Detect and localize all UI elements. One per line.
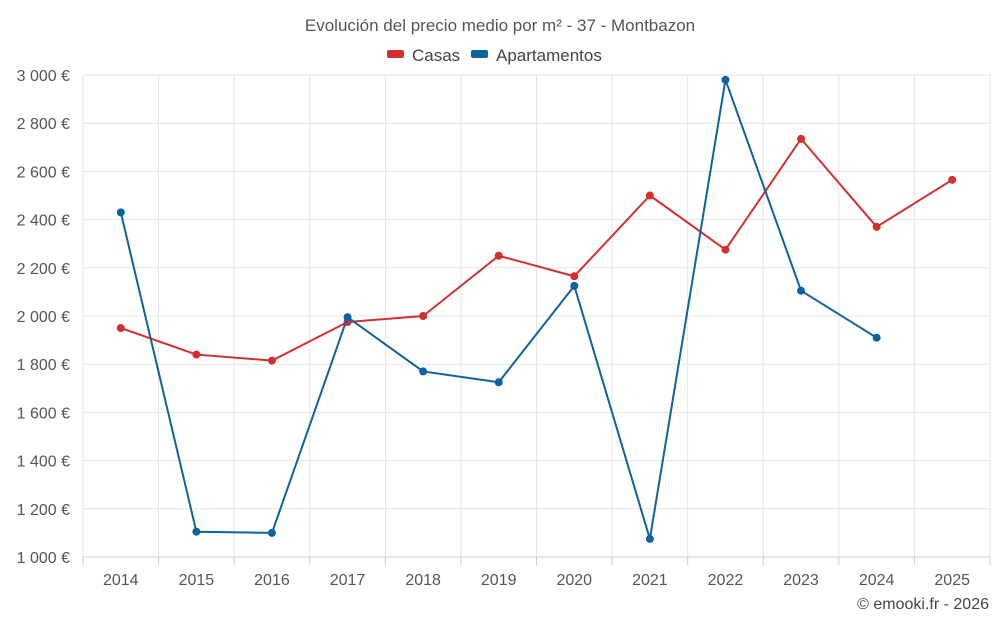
x-tick-label: 2022 [708,572,744,589]
data-point-casas[interactable] [192,350,201,359]
y-tick-label: 1 200 € [17,502,70,519]
x-axis: 2014 2015 2016 2017 2018 2019 2020 2021 2022 2023… [82,556,991,589]
series-layer [116,75,957,543]
y-tick-label: 2 000 € [17,309,70,326]
legend-swatch-apartamentos [471,50,488,58]
data-point-casas[interactable] [948,175,957,184]
x-tick-label: 2016 [254,572,290,589]
x-tick-label: 2023 [783,572,819,589]
x-tick-label: 2021 [632,572,668,589]
data-point-casas[interactable] [797,134,806,143]
data-point-apartamentos[interactable] [192,527,201,536]
data-point-apartamentos[interactable] [116,208,125,217]
x-tick-label: 2020 [556,572,592,589]
data-point-casas[interactable] [570,272,579,281]
x-tick-label: 2019 [481,572,517,589]
y-tick-label: 1 600 € [17,405,70,422]
y-tick-label: 2 800 € [17,116,70,133]
data-point-apartamentos[interactable] [419,367,428,376]
data-point-apartamentos[interactable] [570,281,579,290]
x-tick-label: 2014 [103,572,139,589]
data-point-casas[interactable] [494,251,503,260]
x-tick-label: 2015 [179,572,215,589]
credit-text: © emooki.fr - 2026 [857,596,989,613]
y-tick-label: 1 000 € [17,550,70,567]
chart-title: Evolución del precio medio por m² - 37 -… [305,16,695,35]
x-tick-label: 2024 [859,572,895,589]
x-tick-label: 2025 [934,572,970,589]
data-point-casas[interactable] [116,324,125,333]
legend: Casas Apartamentos [387,46,602,65]
y-tick-label: 1 400 € [17,454,70,471]
data-point-apartamentos[interactable] [645,534,654,543]
series-line-casas [120,137,953,362]
legend-label-casas[interactable]: Casas [412,46,460,65]
x-tick-label: 2017 [330,572,366,589]
data-point-apartamentos[interactable] [343,313,352,322]
y-tick-label: 1 800 € [17,357,70,374]
data-point-casas[interactable] [721,245,730,254]
y-tick-label: 2 600 € [17,164,70,181]
data-point-casas[interactable] [645,191,654,200]
data-point-casas[interactable] [872,222,881,231]
legend-swatch-casas [387,50,404,58]
data-point-apartamentos[interactable] [267,528,276,537]
data-point-apartamentos[interactable] [494,378,503,387]
data-point-casas[interactable] [419,312,428,320]
y-axis: 1 000 € 1 200 € 1 400 € 1 600 € 1 800 € 2 000… [17,68,70,567]
data-point-apartamentos[interactable] [721,75,730,84]
x-tick-label: 2018 [405,572,441,589]
y-tick-label: 2 400 € [17,213,70,230]
y-tick-label: 2 200 € [17,261,70,278]
legend-label-apartamentos[interactable]: Apartamentos [496,46,602,65]
grid [82,74,991,558]
y-tick-label: 3 000 € [17,68,70,85]
data-point-apartamentos[interactable] [797,286,806,295]
data-point-casas[interactable] [267,356,276,365]
data-point-apartamentos[interactable] [872,333,881,342]
